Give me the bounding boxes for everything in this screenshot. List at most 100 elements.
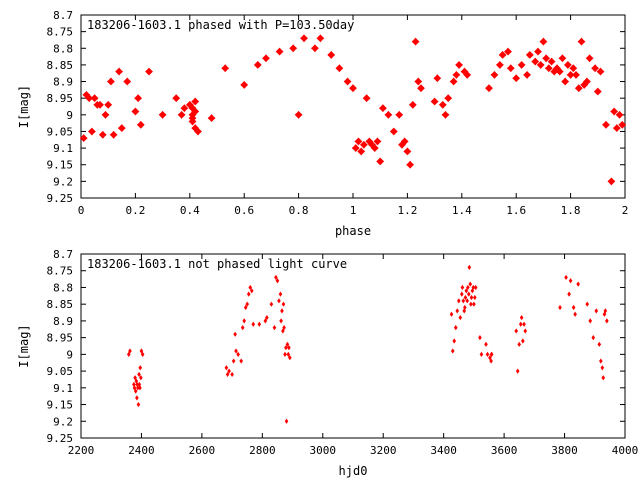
y-tick-label: 8.8	[53, 281, 73, 294]
data-point	[450, 348, 455, 354]
data-point	[517, 60, 526, 69]
data-point	[191, 97, 200, 106]
data-point	[287, 345, 291, 351]
data-point	[354, 137, 363, 146]
data-point	[463, 70, 472, 79]
plot-title: 183206-1603.1 phased with P=103.50day	[87, 18, 354, 32]
data-point	[236, 351, 240, 357]
data-point	[272, 325, 277, 331]
data-point	[479, 351, 484, 357]
data-point	[514, 328, 518, 334]
x-tick-label: 1.4	[452, 204, 472, 217]
data-point	[158, 110, 167, 119]
data-point	[414, 77, 423, 86]
data-point	[463, 294, 468, 301]
data-point	[564, 274, 568, 281]
data-point	[269, 301, 274, 307]
data-point	[601, 375, 606, 381]
data-point	[539, 37, 548, 46]
data-point	[458, 314, 463, 321]
data-point	[569, 64, 578, 73]
data-point	[90, 94, 99, 103]
data-point	[188, 117, 197, 126]
data-point	[288, 355, 292, 361]
data-point	[335, 64, 344, 73]
x-tick-label: 3600	[491, 444, 518, 457]
phased-light-curve-panel: 0 0.2 0.4 0.6 0.8 1 1.2 1.4 1.6 1.8 2 8.7 8.75 8.8 8.8…	[17, 9, 628, 238]
data-point	[249, 288, 254, 294]
data-point	[618, 120, 627, 129]
data-point	[283, 351, 287, 357]
data-point	[265, 314, 269, 321]
data-point	[257, 321, 262, 327]
data-point	[140, 351, 145, 357]
data-point	[464, 288, 469, 294]
data-point	[561, 77, 570, 86]
data-point	[395, 110, 404, 119]
data-point	[441, 110, 450, 119]
data-point	[351, 144, 360, 153]
x-tick-label: 0.4	[180, 204, 200, 217]
data-point	[139, 375, 143, 381]
y-tick-label: 8.7	[53, 248, 73, 261]
data-point	[359, 140, 368, 149]
data-point	[135, 381, 140, 388]
data-point	[115, 67, 124, 76]
data-point	[245, 301, 250, 307]
x-tick-label: 1.6	[506, 204, 526, 217]
data-point	[180, 104, 189, 113]
data-point	[612, 124, 621, 133]
data-point	[194, 127, 202, 136]
data-point	[453, 325, 458, 331]
data-point	[563, 60, 572, 69]
data-point	[449, 77, 458, 86]
data-point	[455, 308, 460, 314]
y-tick-label: 8.9	[53, 76, 73, 89]
data-point	[597, 341, 602, 347]
data-point	[87, 127, 96, 136]
data-point	[191, 107, 200, 116]
data-point	[138, 385, 142, 391]
data-point	[275, 47, 284, 56]
data-point	[525, 50, 534, 59]
data-point	[485, 351, 490, 357]
data-point	[523, 328, 528, 334]
data-point	[135, 395, 139, 401]
data-point	[131, 107, 140, 116]
data-point	[472, 294, 477, 301]
data-point	[227, 368, 231, 374]
data-point	[281, 328, 285, 334]
x-tick-label: 3000	[310, 444, 337, 457]
data-point	[357, 147, 366, 156]
data-point	[547, 57, 556, 66]
y-tick-label: 9.1	[53, 142, 73, 155]
data-point	[582, 77, 591, 86]
data-point	[576, 281, 580, 287]
data-point	[591, 64, 600, 73]
x-tick-label: 2400	[128, 444, 155, 457]
data-point	[133, 388, 138, 394]
data-point	[123, 77, 132, 86]
data-point	[490, 70, 499, 79]
x-tick-label: 3200	[370, 444, 397, 457]
data-point	[467, 264, 472, 270]
data-point	[136, 401, 141, 408]
x-tick-label: 4000	[612, 444, 639, 457]
data-point	[263, 318, 268, 324]
data-point	[461, 298, 466, 304]
data-point	[452, 338, 457, 344]
data-point	[262, 54, 270, 63]
x-tick-label: 0	[78, 204, 85, 217]
data-point	[468, 281, 473, 287]
data-point	[438, 100, 447, 109]
data-point	[495, 60, 504, 69]
data-point	[279, 318, 283, 324]
data-point	[455, 60, 464, 69]
y-tick-label: 8.85	[47, 298, 74, 311]
data-point	[389, 127, 398, 136]
y-tick-label: 8.75	[47, 26, 74, 39]
data-point	[573, 311, 577, 317]
data-point	[177, 110, 186, 119]
